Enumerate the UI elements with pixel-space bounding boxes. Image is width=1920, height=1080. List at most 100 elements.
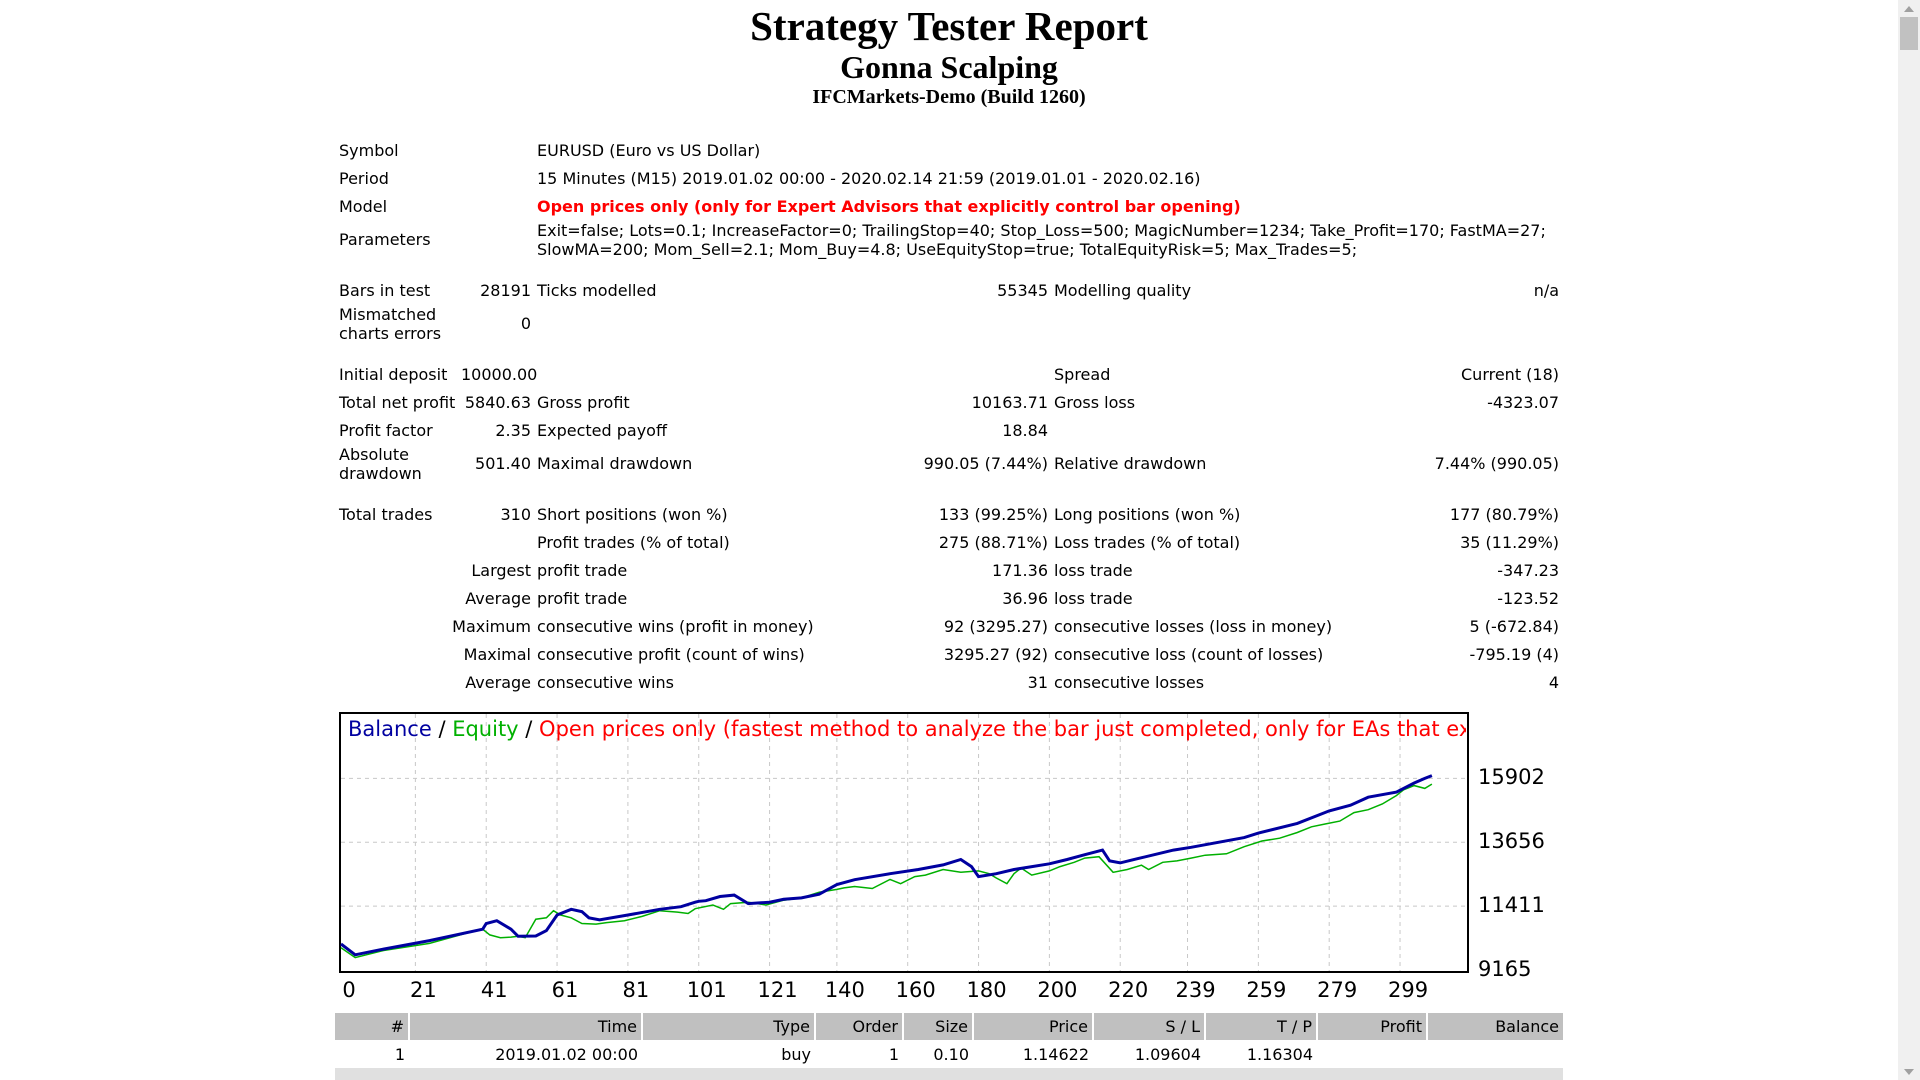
trades-header-cell: Time <box>409 1013 643 1040</box>
average-loss-label: loss trade <box>1054 588 1133 608</box>
table-cell <box>1317 1040 1427 1068</box>
model-row: Model Open prices only (only for Expert … <box>336 192 1562 220</box>
max-cons-wins-label: consecutive wins (profit in money) <box>537 616 814 636</box>
chart-legend: Balance / Equity / Open prices only (fas… <box>348 717 1466 741</box>
profit-factor-value: 2.35 <box>495 420 531 440</box>
bars-value: 28191 <box>480 280 531 300</box>
trades-header-cell: Price <box>973 1013 1094 1040</box>
maximal-label: Maximal <box>463 644 531 664</box>
maximal-row: Maximal consecutive profit (count of win… <box>336 640 1562 668</box>
x-tick-label: 299 <box>1387 978 1429 1002</box>
avg-cons-wins-label: consecutive wins <box>537 672 674 692</box>
balance-chart <box>340 714 1467 971</box>
x-tick-label: 140 <box>824 978 865 1002</box>
gross-profit-value: 10163.71 <box>971 392 1048 412</box>
chart-grid <box>341 714 1467 971</box>
largest-row: Largest profit trade 171.36 loss trade -… <box>336 556 1562 584</box>
deposit-label: Initial deposit <box>339 364 448 384</box>
avg-cons-losses-value: 4 <box>1548 672 1560 692</box>
largest-profit-label: profit trade <box>537 560 628 580</box>
spread-value: Current (18) <box>1461 364 1560 384</box>
y-tick-label: 13656 <box>1478 829 1545 854</box>
long-positions-label: Long positions (won %) <box>1054 504 1241 524</box>
quality-label: Modelling quality <box>1054 280 1192 300</box>
x-tick-label: 160 <box>895 978 936 1002</box>
loss-trades-label: Loss trades (% of total) <box>1054 532 1241 552</box>
expected-payoff-label: Expected payoff <box>537 420 667 440</box>
net-profit-label: Total net profit <box>339 392 456 412</box>
relative-drawdown-value: 7.44% (990.05) <box>1434 454 1560 473</box>
x-tick-label: 101 <box>686 978 727 1002</box>
table-cell: 1 <box>394 1044 405 1064</box>
profit-factor-label: Profit factor <box>339 420 433 440</box>
y-tick-label: 11411 <box>1478 893 1545 918</box>
symbol-value: EURUSD (Euro vs US Dollar) <box>537 140 761 160</box>
absolute-drawdown-value: 501.40 <box>475 454 531 473</box>
page-title: Strategy Tester Report <box>750 3 1148 49</box>
parameters-label: Parameters <box>339 230 431 249</box>
table-row <box>335 1068 1563 1080</box>
loss-trades-value: 35 (11.29%) <box>1460 532 1560 552</box>
scroll-thumb[interactable] <box>1900 17 1918 50</box>
table-cell: 1.16304 <box>1246 1044 1313 1064</box>
balance-line <box>340 774 1433 957</box>
trades-header-cell: Balance <box>1427 1013 1563 1040</box>
net-profit-value: 5840.63 <box>464 392 531 412</box>
short-positions-label: Short positions (won %) <box>537 504 728 524</box>
server-build: IFCMarkets-Demo (Build 1260) <box>812 86 1086 108</box>
legend-separator: / <box>431 717 453 741</box>
long-positions-value: 177 (80.79%) <box>1449 504 1560 524</box>
trades-header-cell: S / L <box>1093 1013 1206 1040</box>
mismatch-label: Mismatched charts errors <box>339 304 442 343</box>
total-trades-row: Total trades 310 Short positions (won %)… <box>336 500 1562 528</box>
table-cell: 2019.01.02 00:00 <box>495 1044 638 1064</box>
trades-header-cell: T / P <box>1205 1013 1318 1040</box>
table-cell: 1.14622 <box>1022 1044 1089 1064</box>
expected-payoff-value: 18.84 <box>1002 420 1048 440</box>
bars-label: Bars in test <box>339 280 431 300</box>
x-tick-label: 81 <box>622 978 650 1002</box>
symbol-row: Symbol EURUSD (Euro vs US Dollar) <box>336 136 1562 164</box>
max-cons-losses-value: 5 (-672.84) <box>1469 616 1560 636</box>
table-cell: buy <box>781 1044 811 1064</box>
average2-label: Average <box>465 672 531 692</box>
x-tick-label: 279 <box>1317 978 1358 1002</box>
vertical-scrollbar[interactable] <box>1898 0 1920 1080</box>
x-tick-label: 259 <box>1246 978 1287 1002</box>
drawdown-row: Absolute drawdown 501.40 Maximal drawdow… <box>336 444 1562 483</box>
table-row: 1 2019.01.02 00:00 buy 1 0.10 1.14622 1.09604 1… <box>335 1040 1563 1068</box>
gross-loss-value: -4323.07 <box>1487 392 1560 412</box>
table-cell <box>1427 1040 1563 1068</box>
largest-profit-value: 171.36 <box>992 560 1048 580</box>
max-cons-wins-value: 92 (3295.27) <box>943 616 1048 636</box>
total-trades-label: Total trades <box>339 504 433 524</box>
symbol-label: Symbol <box>339 140 399 160</box>
model-label: Model <box>339 196 388 216</box>
relative-drawdown-label: Relative drawdown <box>1054 454 1207 473</box>
short-positions-value: 133 (99.25%) <box>938 504 1048 524</box>
scroll-down-arrow-icon[interactable] <box>1898 1063 1920 1080</box>
mismatch-row: Mismatched charts errors 0 <box>336 304 1562 343</box>
mismatch-value: 0 <box>520 314 531 333</box>
scroll-up-arrow-icon[interactable] <box>1898 0 1920 17</box>
equity-line <box>340 783 1433 959</box>
table-cell: 1.09604 <box>1134 1044 1201 1064</box>
average-consecutive-row: Average consecutive wins 31 consecutive … <box>336 668 1562 696</box>
deposit-value: 10000.00 <box>461 364 538 384</box>
profit-trades-label: Profit trades (% of total) <box>537 532 730 552</box>
ticks-value: 55345 <box>997 280 1048 300</box>
trades-header-cell: Type <box>642 1013 816 1040</box>
trades-header-cell: Profit <box>1317 1013 1428 1040</box>
x-tick-label: 121 <box>757 978 798 1002</box>
trades-header-cell: Order <box>815 1013 904 1040</box>
period-label: Period <box>339 168 389 188</box>
avg-cons-losses-label: consecutive losses <box>1054 672 1205 692</box>
average-loss-value: -123.52 <box>1497 588 1560 608</box>
period-value: 15 Minutes (M15) 2019.01.02 00:00 - 2020… <box>537 168 1201 188</box>
largest-loss-value: -347.23 <box>1497 560 1560 580</box>
net-profit-row: Total net profit 5840.63 Gross profit 10… <box>336 388 1562 416</box>
legend-balance: Balance <box>348 717 432 741</box>
x-tick-label: 220 <box>1108 978 1149 1002</box>
maximal-drawdown-value: 990.05 (7.44%) <box>923 454 1048 473</box>
